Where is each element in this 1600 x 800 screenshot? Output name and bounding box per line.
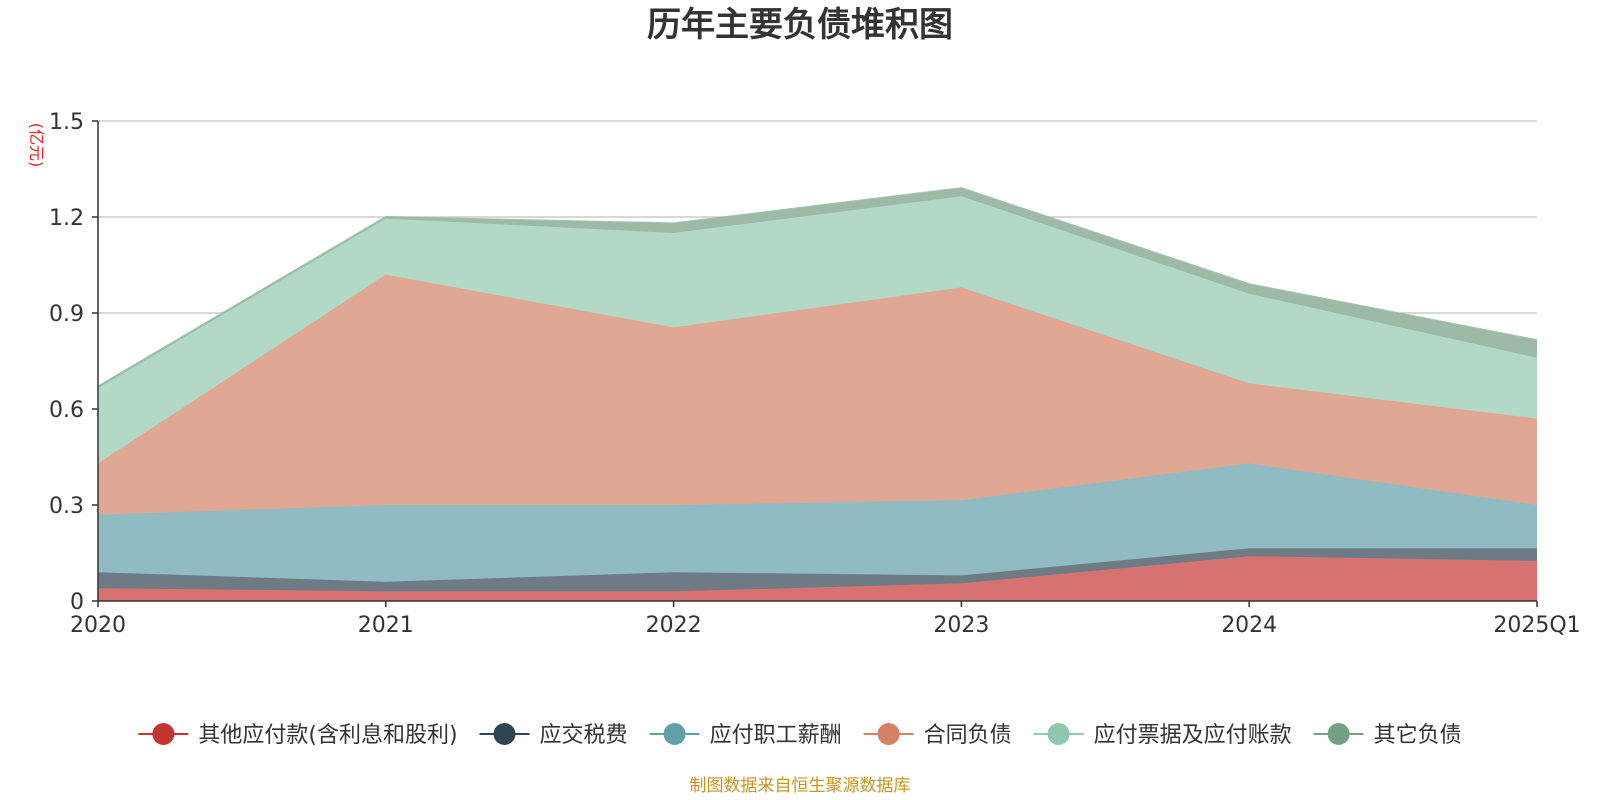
area-series [97,187,1538,601]
x-tick-label-5: 2025Q1 [1493,613,1580,638]
x-tick-label-2: 2022 [646,613,702,638]
legend-marker-1 [493,723,516,745]
legend-item-2[interactable]: 应付职工薪酬 [649,723,842,748]
legend-item-0[interactable]: 其他应付款(含利息和股利) [138,723,458,748]
y-tick-label-2: 0.6 [49,398,84,423]
y-tick-label-1: 0.3 [49,494,84,519]
legend-item-1[interactable]: 应交税费 [479,723,628,748]
chart-title: 历年主要负债堆积图 [647,5,953,45]
y-tick-label-5: 1.5 [49,110,84,135]
area-series-3 [98,274,1537,515]
legend-label-4: 应付票据及应付账款 [1094,723,1292,748]
legend-item-3[interactable]: 合同负债 [863,723,1012,748]
legend-label-2: 应付职工薪酬 [710,723,842,748]
y-axis-unit-label: (亿元) [27,123,46,168]
legend-marker-5 [1327,723,1350,745]
legend-label-5: 其它负债 [1374,723,1462,748]
legend-marker-2 [663,723,686,745]
legend-marker-0 [152,723,175,745]
area-series-2 [98,463,1537,582]
area-series-5 [98,188,1537,389]
legend-marker-4 [1047,723,1070,745]
area-series-line-5 [97,187,1538,388]
y-tick-label-0: 0 [70,590,84,615]
legend-label-0: 其他应付款(含利息和股利) [198,723,457,748]
legend-label-3: 合同负债 [924,723,1012,748]
x-tick-label-4: 2024 [1221,613,1277,638]
x-tick-label-0: 2020 [70,613,126,638]
area-series-line-4 [97,195,1538,390]
area-series-0 [98,556,1537,601]
legend[interactable]: 其他应付款(含利息和股利) 应交税费 应付职工薪酬 合同负债 应付票据及应付账款 其它负债 [138,723,1462,748]
axes: 0 0.3 0.6 0.9 1.2 1.5 2020 2021 2022 2023 2024 2025… [49,110,1581,638]
area-series-4 [98,196,1537,464]
legend-label-1: 应交税费 [540,723,628,748]
area-series-1 [98,548,1537,592]
y-tick-label-4: 1.2 [49,206,84,231]
y-tick-label-3: 0.9 [49,302,84,327]
x-tick-label-1: 2021 [358,613,414,638]
data-source-note: 制图数据来自恒生聚源数据库 [690,776,911,796]
x-tick-label-3: 2023 [933,613,989,638]
legend-marker-3 [877,723,900,745]
legend-item-5[interactable]: 其它负债 [1313,723,1462,748]
legend-item-4[interactable]: 应付票据及应付账款 [1033,723,1292,748]
